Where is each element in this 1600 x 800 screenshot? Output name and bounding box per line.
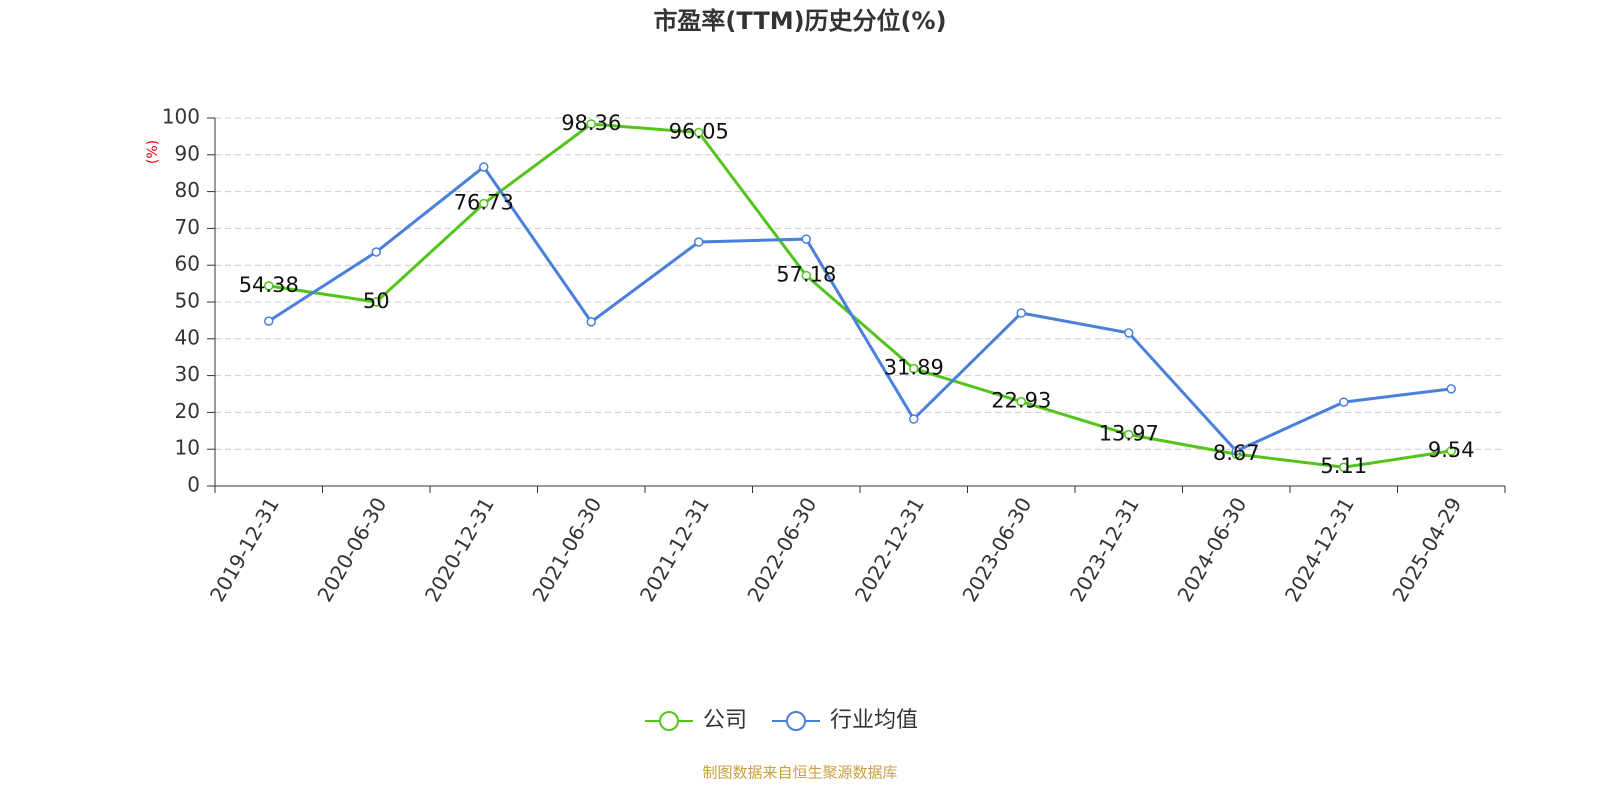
data-point [264,316,274,326]
data-point [1016,396,1026,407]
data-point [1446,384,1456,394]
data-point [1446,446,1456,456]
y-tick-label: 10 [175,436,200,460]
data-point [479,162,489,172]
legend-label: 行业均值 [830,708,918,733]
data-label: 8.67 [1213,441,1260,465]
chart-title: 市盈率(TTM)历史分位(%) [653,7,946,35]
x-tick-label: 2019-12-31 [205,493,284,606]
series-line [267,164,1452,453]
data-point [371,297,381,307]
x-tick-label: 2020-12-31 [420,493,499,606]
x-tick-label: 2020-06-30 [312,493,391,606]
y-tick-label: 30 [175,362,200,386]
data-point [1339,397,1349,407]
x-tick-label: 2023-06-30 [957,493,1036,606]
x-tick-label: 2022-06-30 [742,493,821,606]
y-tick-label: 90 [175,141,200,165]
y-tick-label: 20 [175,399,200,423]
data-point [1016,308,1026,318]
data-label: 9.54 [1428,438,1475,462]
data-point [371,247,381,257]
y-tick-label: 60 [175,252,200,276]
data-label: 57.18 [776,263,836,287]
y-tick-label: 0 [187,473,200,497]
y-axis-label: (%) [145,140,161,164]
x-tick-label: 2024-06-30 [1172,493,1251,606]
data-point [479,198,489,209]
source-note: 制图数据来自恒生聚源数据库 [702,764,897,782]
data-label: 5.11 [1320,454,1367,478]
x-tick-label: 2024-12-31 [1280,493,1359,606]
data-label: 54.38 [239,273,299,297]
y-tick-label: 100 [162,105,200,129]
x-tick-label: 2021-06-30 [527,493,606,606]
data-point [264,281,274,291]
data-point [694,127,704,138]
x-tick-label: 2021-12-31 [635,493,714,606]
data-label: 22.93 [991,389,1051,413]
data-point [909,414,919,424]
data-point [1231,446,1241,456]
data-point [694,237,704,247]
data-point [801,234,811,244]
y-tick-label: 50 [175,289,200,313]
legend-marker [786,711,806,731]
data-point [1339,462,1349,472]
x-tick-label: 2025-04-29 [1387,493,1466,606]
data-label: 96.05 [669,120,729,144]
data-point [909,363,919,374]
data-point [801,270,811,281]
data-point [586,119,596,129]
data-label: 13.97 [1099,422,1159,446]
data-label: 76.73 [454,191,514,215]
legend-marker [659,711,679,731]
data-label: 98.36 [561,111,621,135]
y-tick-label: 40 [175,325,200,349]
data-label: 50 [363,289,390,313]
data-label: 31.89 [884,356,944,380]
data-point [586,317,596,327]
data-point [1124,429,1134,440]
y-tick-label: 70 [175,215,200,239]
legend-label: 公司 [703,708,747,733]
x-tick-label: 2023-12-31 [1065,493,1144,606]
data-point [1124,328,1134,338]
x-tick-label: 2022-12-31 [850,493,929,606]
y-tick-label: 80 [175,178,200,202]
series-line [268,122,1452,469]
